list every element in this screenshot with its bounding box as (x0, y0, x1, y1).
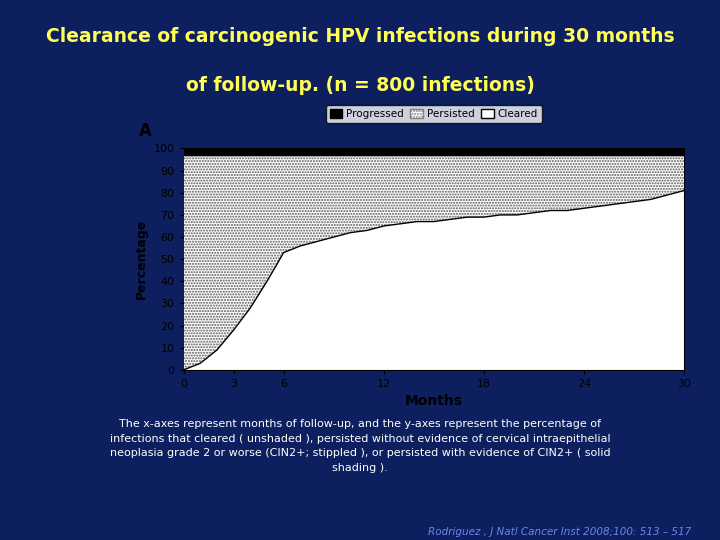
Legend: Progressed, Persisted, Cleared: Progressed, Persisted, Cleared (325, 105, 542, 123)
Text: of follow-up. (n = 800 infections): of follow-up. (n = 800 infections) (186, 76, 534, 95)
Text: A: A (138, 122, 151, 140)
Y-axis label: Percentage: Percentage (135, 219, 148, 299)
Text: The x-axes represent months of follow-up, and the y-axes represent the percentag: The x-axes represent months of follow-up… (109, 419, 611, 473)
Text: Rodriguez , J Natl Cancer Inst 2008;100: 513 – 517: Rodriguez , J Natl Cancer Inst 2008;100:… (428, 527, 692, 537)
X-axis label: Months: Months (405, 395, 463, 408)
Text: Clearance of carcinogenic HPV infections during 30 months: Clearance of carcinogenic HPV infections… (45, 26, 675, 46)
